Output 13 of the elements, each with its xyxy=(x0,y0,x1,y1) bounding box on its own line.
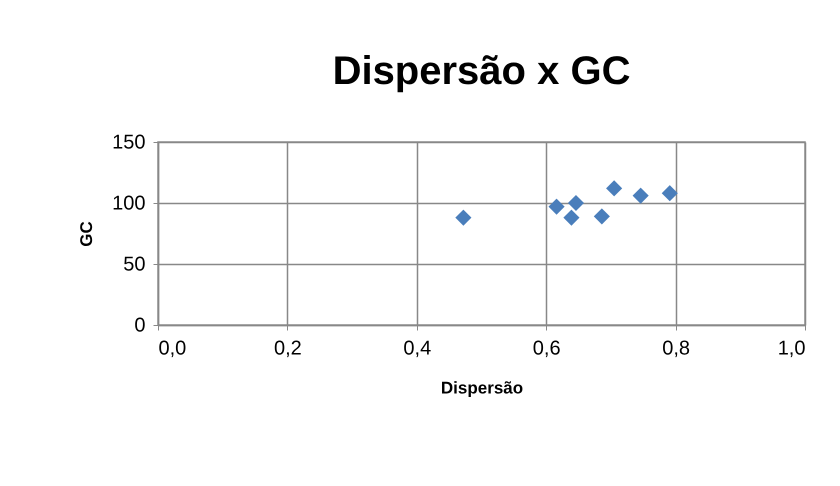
x-axis-title: Dispersão xyxy=(440,378,524,398)
x-tick-label: 1,0 xyxy=(778,338,806,360)
y-tick-label: 0 xyxy=(134,314,146,336)
x-tick-label: 0,8 xyxy=(662,338,690,360)
x-tick-label: 0,4 xyxy=(403,338,432,360)
y-tick-label: 150 xyxy=(112,132,146,154)
chart-title: Dispersão x GC xyxy=(332,49,630,93)
y-axis-title: GC xyxy=(77,221,96,247)
x-tick-label: 0,2 xyxy=(274,338,302,360)
y-tick-label: 50 xyxy=(123,254,146,276)
y-tick-label: 100 xyxy=(112,192,146,214)
x-tick-label: 0,0 xyxy=(158,338,186,360)
x-tick-label: 0,6 xyxy=(532,338,561,360)
